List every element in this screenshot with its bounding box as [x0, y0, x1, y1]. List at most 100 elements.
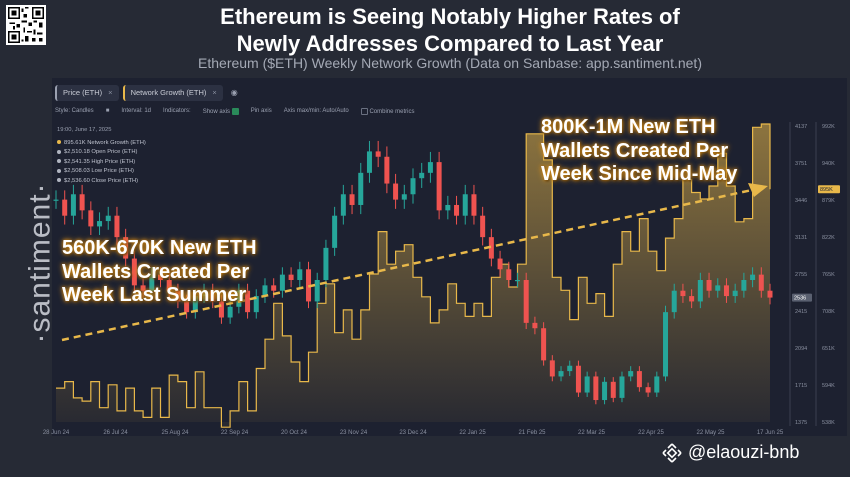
tab-price[interactable]: Price (ETH) × — [55, 85, 119, 101]
chart-title: Ethereum is Seeing Notably Higher Rates … — [100, 3, 800, 57]
x-tick-label: 17 Jun 25 — [757, 430, 784, 436]
annotation-line: 800K-1M New ETH — [541, 116, 716, 138]
price-candle — [97, 221, 103, 227]
annotation-since-mid-may: 800K-1M New ETH Wallets Created Per Week… — [541, 116, 737, 187]
price-candle — [288, 274, 294, 281]
chart-subtitle: Ethereum ($ETH) Weekly Network Growth (D… — [198, 55, 702, 71]
price-candle — [271, 285, 277, 291]
price-candle — [750, 274, 756, 281]
tooltip-row: $2,541.35 High Price (ETH) — [57, 158, 147, 168]
tooltip-row: $2,508.03 Low Price (ETH) — [57, 167, 147, 177]
price-candle — [741, 280, 747, 291]
tab-network-growth[interactable]: Network Growth (ETH) × — [122, 85, 223, 101]
price-candle — [680, 290, 686, 297]
price-candle — [532, 322, 538, 329]
network-axis-tick: 538K — [822, 420, 835, 426]
network-axis-tick: 822K — [822, 235, 835, 241]
pin-axis-label: Pin axis — [250, 108, 272, 114]
price-candle — [628, 371, 634, 377]
tooltip-row: $2,536.60 Close Price (ETH) — [57, 177, 147, 187]
price-axis-tick: 2094 — [795, 346, 807, 352]
annotation-line: 560K-670K New ETH — [62, 237, 257, 259]
network-axis-tick: 940K — [822, 161, 835, 167]
price-axis-tick: 2415 — [795, 309, 807, 315]
tab-price-label: Price (ETH) — [63, 88, 103, 97]
current-network-value: 895K — [820, 187, 833, 193]
title-line-2: Newly Addresses Compared to Last Year — [236, 31, 664, 56]
show-axis-label: Show axis — [202, 109, 231, 116]
chart-tooltip: 19:00, June 17, 2025 895.61K Network Gro… — [57, 126, 147, 187]
price-candle — [462, 194, 468, 216]
price-candle — [210, 290, 216, 302]
close-icon[interactable]: × — [108, 88, 113, 97]
price-axis-tick: 4137 — [795, 124, 807, 130]
annotation-line: Wallets Created Per — [62, 260, 250, 283]
price-candle — [140, 285, 146, 291]
price-candle — [53, 199, 59, 201]
x-tick-label: 23 Nov 24 — [340, 430, 368, 436]
pin-axis-toggle[interactable]: Pin axis — [251, 108, 272, 115]
metric-tabs: Price (ETH) × Network Growth (ETH) × ◉ — [55, 85, 238, 101]
price-candle — [636, 371, 642, 388]
network-axis-tick: 992K — [822, 124, 835, 130]
handle-text: @elaouzi-bnb — [688, 442, 800, 462]
price-candle — [523, 280, 529, 323]
tab-network-label: Network Growth (ETH) — [130, 88, 207, 97]
price-candle — [349, 194, 355, 205]
price-candle — [323, 247, 329, 281]
combine-metrics-toggle[interactable]: Combine metrics — [360, 108, 414, 115]
price-candle — [175, 290, 181, 302]
checkbox-checked-icon[interactable] — [231, 108, 239, 115]
color-swatch-icon[interactable]: ■ — [105, 108, 110, 114]
indicators-select[interactable]: Indicators: — [163, 108, 191, 114]
price-candle — [610, 381, 616, 398]
x-tick-label: 20 Oct 24 — [281, 430, 308, 436]
santiment-brand: ·santiment· — [23, 182, 57, 344]
price-candle — [157, 274, 163, 281]
price-candle — [697, 280, 703, 302]
annotation-line: Week Last Summer — [62, 284, 247, 306]
price-candle — [506, 269, 512, 281]
price-candle — [123, 237, 129, 259]
price-candle — [732, 290, 738, 297]
price-candle — [619, 376, 625, 398]
legend-dot-icon — [57, 178, 61, 183]
price-candle — [166, 280, 172, 291]
price-candle — [262, 285, 268, 297]
tooltip-rows: 895.61K Network Growth (ETH) $2,510.18 Op… — [57, 139, 147, 187]
price-candle — [245, 290, 251, 313]
price-candle — [767, 290, 773, 298]
price-axis-tick: 2755 — [795, 272, 807, 278]
legend-dot-icon — [57, 159, 61, 164]
eye-icon[interactable]: ◉ — [230, 88, 238, 97]
price-candle — [671, 290, 677, 313]
price-candle — [62, 199, 68, 216]
price-candle — [567, 365, 573, 372]
show-axis-toggle[interactable]: Show axis — [203, 108, 239, 115]
x-tick-label: 25 Aug 24 — [161, 430, 189, 436]
price-candle — [105, 215, 111, 222]
style-select[interactable]: Style: Candles — [55, 108, 94, 114]
network-axis-tick: 708K — [822, 309, 835, 315]
price-axis-tick: 1375 — [795, 420, 807, 426]
tooltip-row: $2,510.18 Open Price (ETH) — [57, 148, 147, 158]
price-candle — [575, 365, 581, 393]
price-axis-tick: 3751 — [795, 161, 807, 167]
price-candle — [393, 183, 399, 200]
price-candle — [497, 258, 503, 270]
price-candle — [253, 296, 259, 313]
interval-select[interactable]: Interval: 1d — [121, 108, 151, 114]
x-tick-label: 22 Jan 25 — [459, 430, 486, 436]
price-candle — [70, 194, 76, 216]
price-candle — [279, 274, 285, 291]
tooltip-row: 895.61K Network Growth (ETH) — [57, 139, 147, 149]
annotation-line: Wallets Created Per — [541, 139, 729, 162]
axis-minmax-select[interactable]: Axis max/min: Auto/Auto — [283, 108, 349, 114]
checkbox-icon[interactable] — [360, 108, 368, 115]
close-icon[interactable]: × — [212, 88, 217, 97]
price-candle — [427, 162, 433, 173]
price-candle — [114, 215, 120, 238]
current-price-value: 2536 — [794, 296, 806, 302]
price-candle — [436, 162, 442, 211]
price-candle — [541, 328, 547, 361]
